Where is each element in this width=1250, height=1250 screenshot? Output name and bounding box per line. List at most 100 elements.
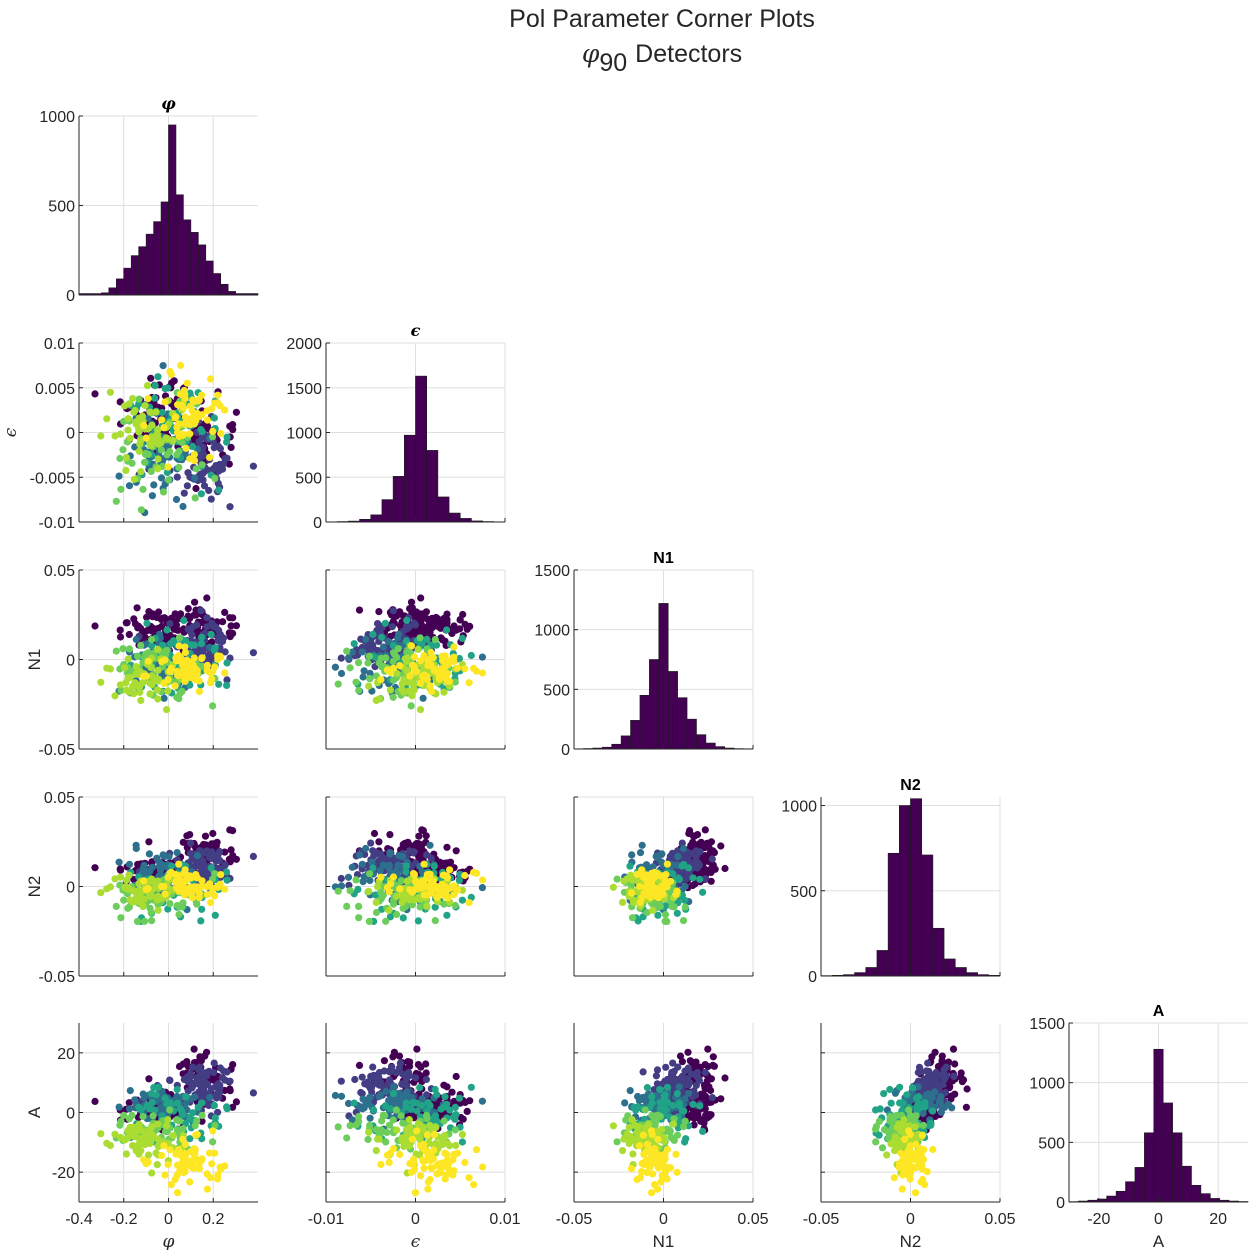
scatter-point (190, 1045, 198, 1053)
scatter-point (135, 1121, 143, 1130)
scatter-point (385, 1158, 393, 1166)
scatter-point (173, 1172, 181, 1180)
scatter-point (649, 906, 657, 914)
scatter-point (209, 667, 217, 676)
scatter-points (331, 1045, 487, 1197)
scatter-point (117, 914, 125, 922)
scatter-point (444, 893, 452, 902)
scatter-point (337, 654, 345, 662)
scatter-point (621, 1099, 629, 1107)
scatter-point (419, 883, 427, 891)
scatter-point (678, 839, 686, 847)
scatter-point (478, 884, 486, 892)
scatter-point (143, 1102, 151, 1110)
scatter-point (684, 1048, 692, 1056)
scatter-point (696, 1102, 704, 1110)
scatter-point (149, 1112, 157, 1120)
scatter-point (175, 642, 183, 650)
hist-bar (696, 734, 707, 750)
scatter-point (426, 682, 434, 690)
scatter-point (111, 875, 119, 883)
scatter-point (681, 1117, 689, 1125)
scatter-point (649, 1151, 657, 1159)
scatter-point (420, 891, 428, 899)
scatter-point (441, 1093, 449, 1101)
scatter-point (229, 1103, 237, 1111)
scatter-point (344, 1099, 353, 1108)
hist-bar (630, 720, 641, 750)
scatter-point (181, 1168, 189, 1176)
scatter-point (226, 858, 234, 866)
scatter-point (380, 1057, 388, 1065)
scatter-point (654, 911, 662, 919)
scatter-point (79, 444, 80, 448)
scatter-point (419, 1156, 427, 1164)
x-axis-label-N1: N1 (653, 1232, 675, 1250)
scatter-point (152, 883, 160, 891)
scatter-point (377, 873, 385, 881)
scatter-point (389, 607, 397, 615)
title-suffix: Detectors (635, 40, 742, 68)
scatter-point (443, 843, 451, 851)
scatter-point (112, 497, 120, 505)
scatter-point (111, 692, 119, 700)
scatter-point (407, 642, 416, 650)
scatter-point (152, 1091, 160, 1099)
hist-bar (190, 232, 199, 296)
scatter-point (209, 884, 217, 893)
scatter-point (627, 1136, 635, 1144)
scatter-point (200, 482, 209, 490)
scatter-point (190, 666, 199, 674)
scatter-point (125, 1099, 133, 1107)
scatter-point (179, 502, 187, 511)
scatter-point (126, 434, 134, 442)
scatter-point (433, 1170, 441, 1178)
scatter-point (345, 881, 353, 889)
scatter-point (208, 1160, 216, 1168)
scatter-point (673, 909, 681, 917)
scatter-point (174, 401, 182, 409)
scatter-point (648, 1093, 656, 1101)
scatter-point (184, 605, 192, 613)
scatter-point (207, 375, 215, 383)
scatter-point (91, 390, 99, 398)
scatter-point (412, 1099, 420, 1107)
scatter-point (406, 886, 414, 894)
scatter-point (451, 1115, 459, 1123)
scatter-point (452, 626, 460, 634)
scatter-point (163, 468, 171, 476)
scatter-point (316, 662, 323, 669)
scatter-point (210, 414, 218, 422)
scatter-point (379, 1111, 387, 1119)
scatter-point (427, 1164, 435, 1172)
scatter-point (695, 1076, 704, 1084)
scatter-point (458, 896, 466, 904)
scatter-point (183, 379, 191, 387)
scatter-point (152, 674, 160, 683)
scatter-point (209, 702, 217, 710)
scatter-point (198, 428, 206, 436)
scatter-point (645, 1120, 653, 1128)
scatter-point (197, 607, 205, 615)
scatter-point (186, 430, 194, 438)
scatter-point (147, 374, 155, 382)
scatter-point (385, 906, 393, 914)
scatter-point (613, 1138, 621, 1146)
hist-bar (198, 244, 207, 296)
scatter-point (79, 900, 80, 904)
scatter-point (173, 1092, 181, 1101)
scatter-point (148, 1099, 156, 1107)
scatter-point (458, 1138, 466, 1146)
scatter-point (638, 841, 646, 849)
scatter-point (161, 398, 169, 406)
scatter-point (223, 433, 231, 441)
scatter-point (707, 1086, 715, 1095)
scatter-point (609, 1122, 618, 1130)
hist-bar (887, 852, 900, 977)
scatter-point (443, 911, 451, 919)
scatter-point (192, 417, 200, 425)
scatter-point (416, 679, 424, 688)
